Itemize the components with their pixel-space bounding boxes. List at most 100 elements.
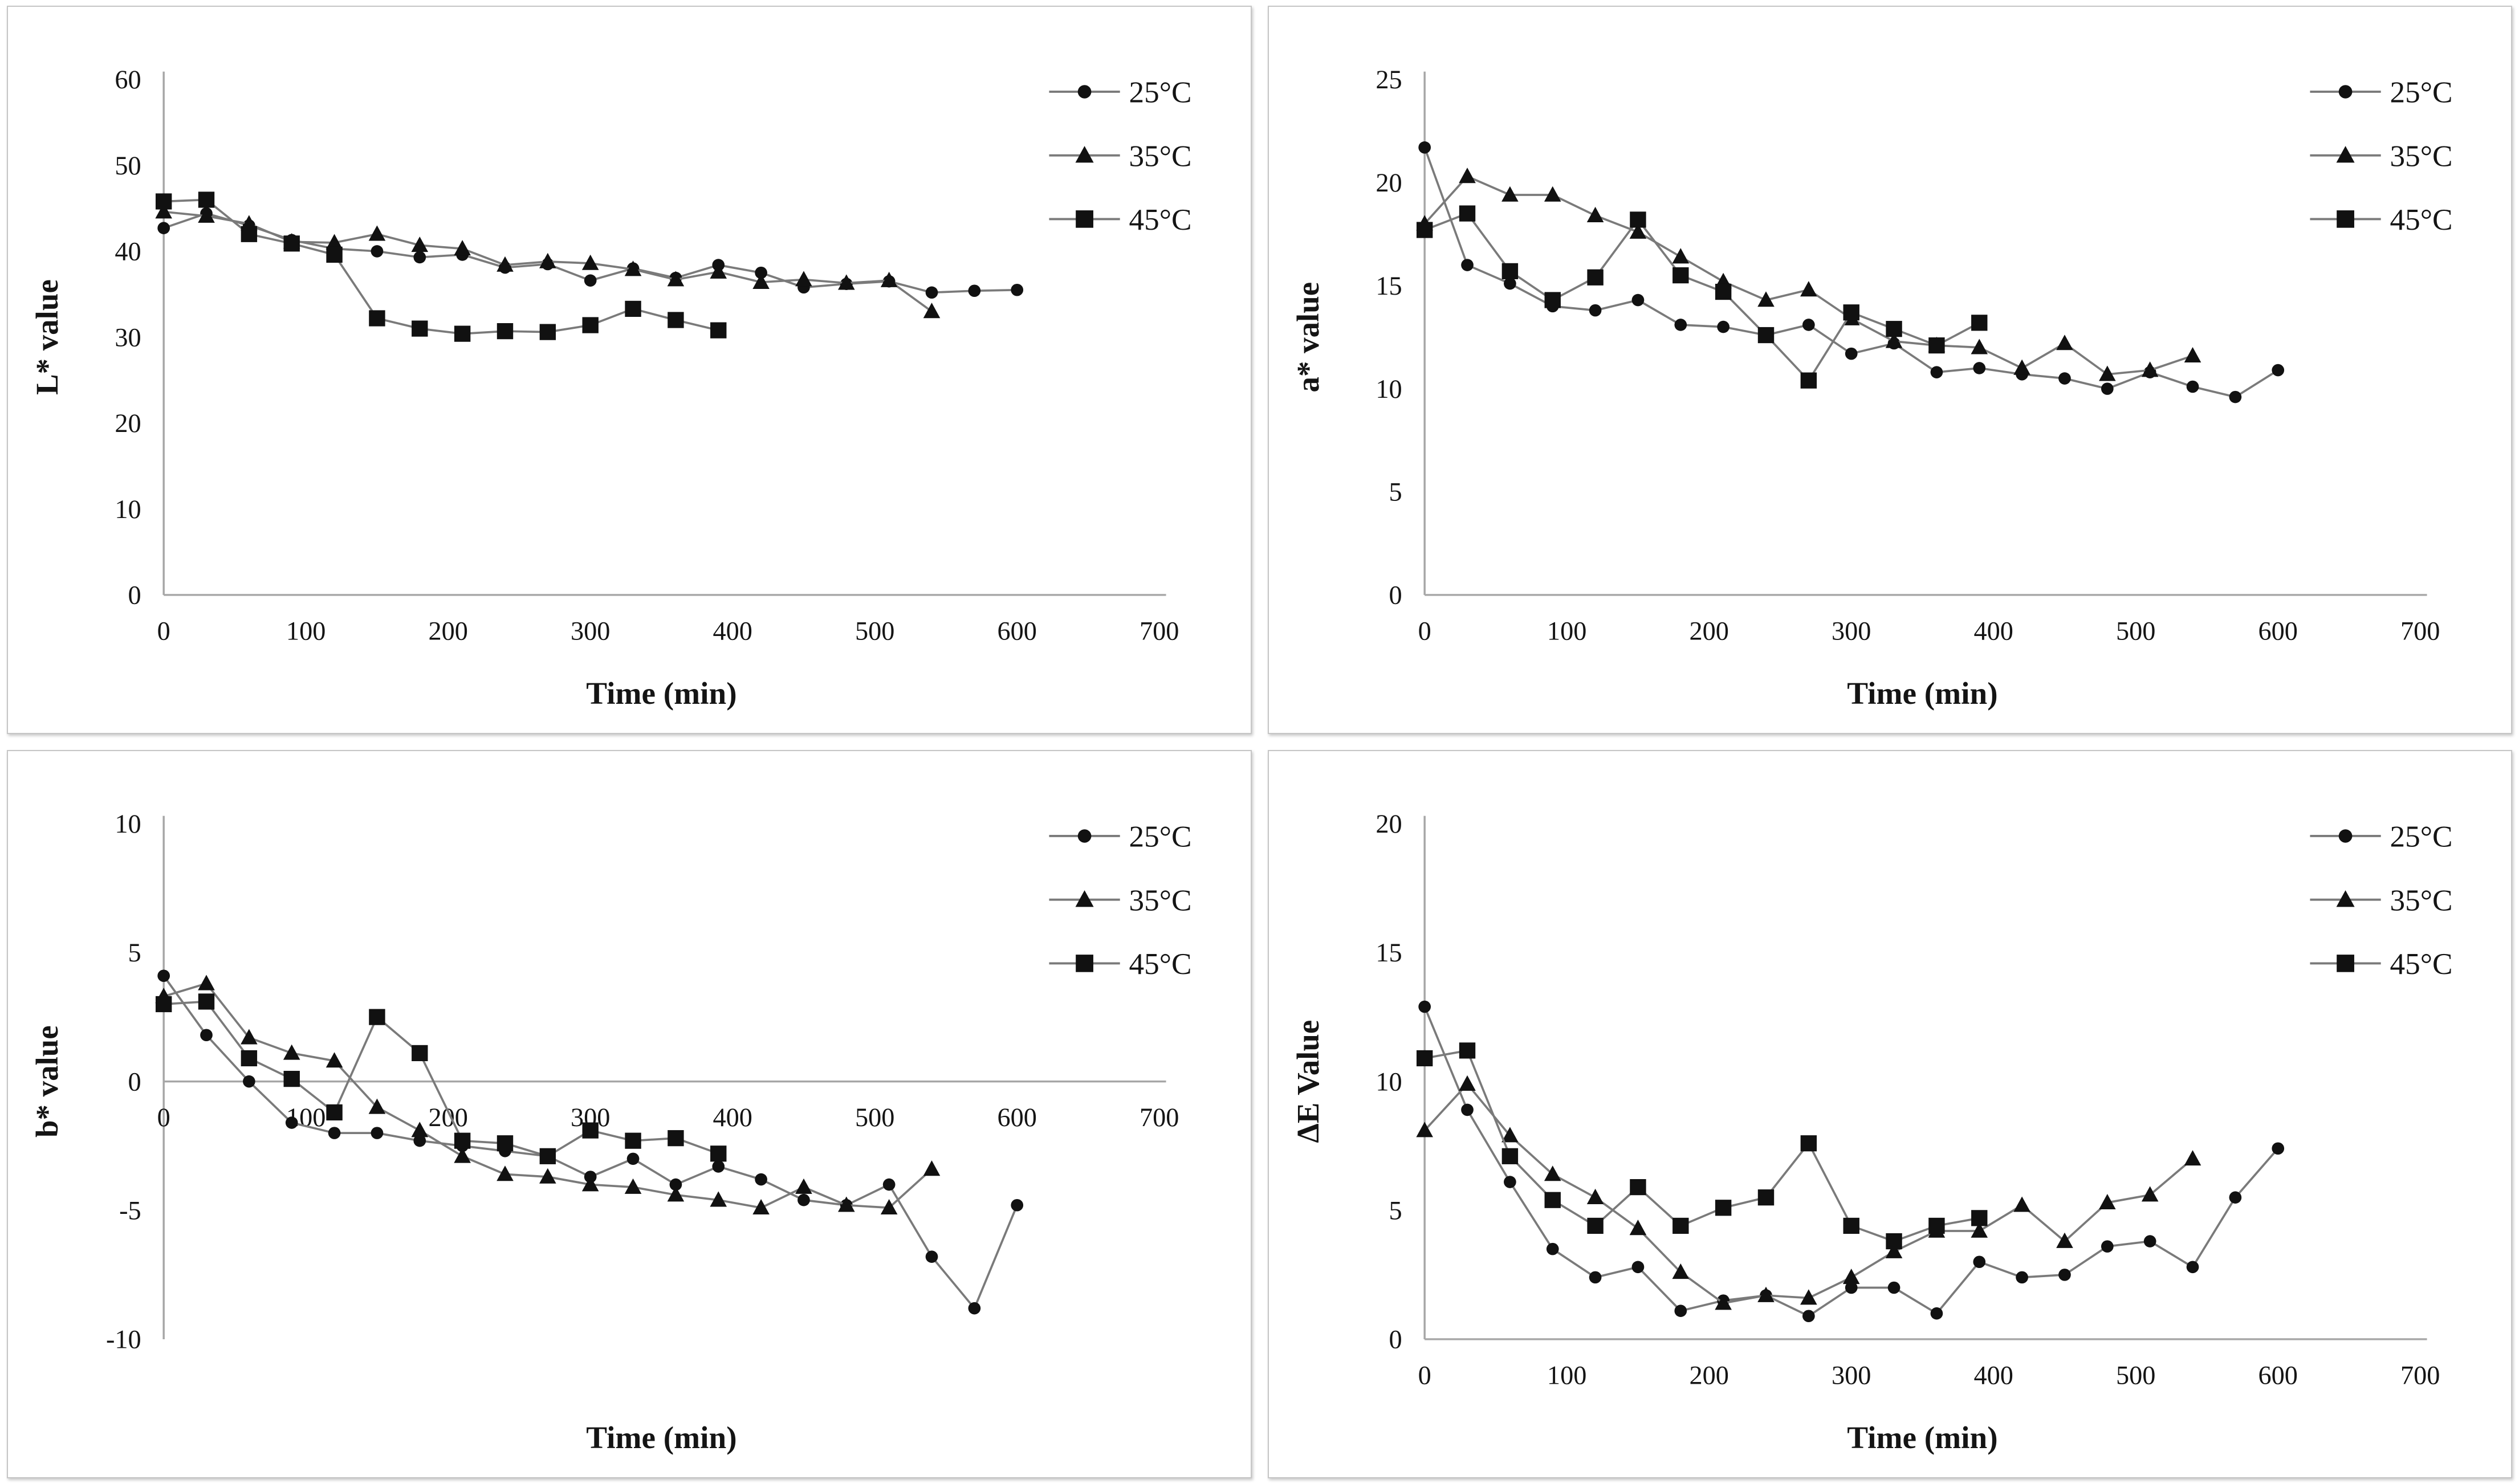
series-marker-25°C bbox=[371, 245, 384, 258]
series-marker-25°C bbox=[2101, 382, 2114, 395]
series-marker-25°C bbox=[1674, 1304, 1687, 1317]
series-marker-25°C bbox=[925, 1250, 938, 1263]
series-marker-25°C bbox=[200, 1029, 213, 1042]
series-marker-25°C bbox=[669, 1178, 682, 1191]
legend-marker-45°C bbox=[2336, 955, 2354, 972]
y-tick-label: 0 bbox=[1389, 581, 1402, 610]
series-marker-45°C bbox=[283, 235, 300, 252]
series-marker-25°C bbox=[328, 1127, 341, 1139]
y-tick-label: 10 bbox=[1376, 1067, 1402, 1096]
y-tick-label: 60 bbox=[115, 65, 141, 94]
x-axis-title: Time (min) bbox=[1847, 1420, 1997, 1455]
series-marker-35°C bbox=[1757, 1286, 1775, 1302]
series-marker-25°C bbox=[2186, 380, 2199, 393]
series-marker-35°C bbox=[1501, 1127, 1519, 1143]
series-marker-25°C bbox=[2015, 1271, 2028, 1284]
series-marker-25°C bbox=[1802, 319, 1815, 331]
series-marker-35°C bbox=[1544, 1165, 1561, 1181]
chart-panel-b-value: -10 -5 0 5 10 0 100 200 300 400 500 600 700 b* value T… bbox=[7, 750, 1252, 1478]
series-marker-35°C bbox=[2098, 1193, 2116, 1209]
series-marker-25°C bbox=[882, 1178, 896, 1191]
series-marker-35°C bbox=[667, 271, 685, 287]
series-marker-45°C bbox=[1672, 267, 1688, 284]
legend-label-35°C: 35°C bbox=[2390, 884, 2452, 917]
series-marker-35°C bbox=[2013, 359, 2030, 375]
series-marker-35°C bbox=[1970, 1222, 1988, 1238]
series-marker-45°C bbox=[1928, 1217, 1945, 1234]
y-tick-label: 5 bbox=[1389, 478, 1402, 507]
series-marker-25°C bbox=[243, 1075, 255, 1088]
series-marker-35°C bbox=[880, 271, 898, 287]
series-marker-35°C bbox=[497, 1165, 514, 1181]
series-marker-25°C bbox=[1930, 1307, 1943, 1320]
legend-label-45°C: 45°C bbox=[2390, 203, 2452, 237]
y-tick-label: 10 bbox=[115, 809, 141, 838]
legend-marker-45°C bbox=[1076, 210, 1093, 228]
x-tick-label: 200 bbox=[1689, 1360, 1728, 1389]
series-marker-25°C bbox=[1011, 283, 1024, 296]
series-marker-45°C bbox=[1715, 283, 1731, 300]
y-tick-label: 5 bbox=[1389, 1196, 1402, 1225]
series-marker-35°C bbox=[1544, 186, 1561, 202]
series-marker-35°C bbox=[1671, 1263, 1689, 1279]
series-marker-35°C bbox=[368, 225, 386, 241]
series-marker-35°C bbox=[241, 1029, 258, 1045]
series-marker-35°C bbox=[624, 260, 642, 276]
y-tick-label: 10 bbox=[1376, 374, 1402, 403]
series-marker-35°C bbox=[539, 1168, 556, 1184]
legend-label-45°C: 45°C bbox=[1129, 203, 1191, 237]
series-marker-45°C bbox=[1416, 1050, 1433, 1067]
x-tick-label: 0 bbox=[1418, 1360, 1431, 1389]
series-marker-45°C bbox=[241, 226, 258, 242]
series-marker-25°C bbox=[1716, 320, 1729, 333]
series-marker-45°C bbox=[1672, 1217, 1688, 1234]
series-marker-25°C bbox=[2058, 372, 2071, 385]
legend-marker-45°C bbox=[2336, 210, 2354, 228]
y-tick-label: 5 bbox=[128, 938, 141, 967]
legend-label-45°C: 45°C bbox=[1129, 948, 1191, 981]
series-marker-25°C bbox=[1011, 1198, 1024, 1212]
chart-panel-delta-e: 0 5 10 15 20 0 100 200 300 400 500 600 700 ΔE Value Ti… bbox=[1267, 750, 2512, 1478]
legend-marker-25°C bbox=[2338, 85, 2352, 99]
series-marker-25°C bbox=[1418, 141, 1431, 154]
legend-marker-35°C bbox=[2336, 146, 2355, 163]
y-tick-label: 15 bbox=[1376, 938, 1402, 967]
series-marker-45°C bbox=[710, 322, 727, 339]
series-marker-35°C bbox=[1714, 1294, 1732, 1310]
x-tick-label: 400 bbox=[713, 1103, 752, 1132]
legend-marker-35°C bbox=[1075, 890, 1094, 907]
series-marker-45°C bbox=[1928, 337, 1945, 354]
series-marker-25°C bbox=[2058, 1269, 2071, 1281]
series-marker-25°C bbox=[2186, 1261, 2199, 1274]
series-marker-45°C bbox=[1843, 1217, 1859, 1234]
series-marker-25°C bbox=[157, 222, 170, 234]
series-marker-25°C bbox=[1930, 366, 1943, 378]
legend-marker-35°C bbox=[2336, 890, 2355, 907]
series-marker-45°C bbox=[582, 1122, 599, 1139]
y-tick-label: 0 bbox=[128, 581, 141, 610]
x-tick-label: 700 bbox=[1140, 616, 1179, 645]
series-marker-25°C bbox=[285, 1116, 298, 1129]
y-axis-title: ΔE Value bbox=[1290, 1020, 1325, 1143]
series-marker-45°C bbox=[668, 1130, 684, 1147]
series-marker-45°C bbox=[1544, 292, 1561, 308]
series-marker-25°C bbox=[2271, 364, 2284, 377]
x-tick-label: 100 bbox=[1547, 616, 1586, 645]
series-marker-25°C bbox=[1460, 1103, 1474, 1116]
series-marker-35°C bbox=[2184, 1150, 2201, 1166]
a-value-chart: 0 5 10 15 20 25 0 100 200 300 400 500 600 700 a* value… bbox=[1290, 65, 2452, 711]
series-marker-25°C bbox=[1887, 1281, 1900, 1294]
x-tick-label: 200 bbox=[428, 1103, 467, 1132]
series-marker-35°C bbox=[1629, 223, 1646, 239]
series-marker-45°C bbox=[539, 324, 556, 340]
legend-label-45°C: 45°C bbox=[2390, 948, 2452, 981]
y-tick-label: 20 bbox=[1376, 809, 1402, 838]
x-tick-label: 700 bbox=[2400, 616, 2439, 645]
series-marker-35°C bbox=[1671, 248, 1689, 264]
series-marker-35°C bbox=[1629, 1220, 1646, 1236]
series-marker-35°C bbox=[1501, 186, 1519, 202]
series-marker-45°C bbox=[326, 1104, 343, 1121]
series-marker-35°C bbox=[2013, 1196, 2030, 1212]
series-marker-45°C bbox=[1757, 1189, 1774, 1206]
